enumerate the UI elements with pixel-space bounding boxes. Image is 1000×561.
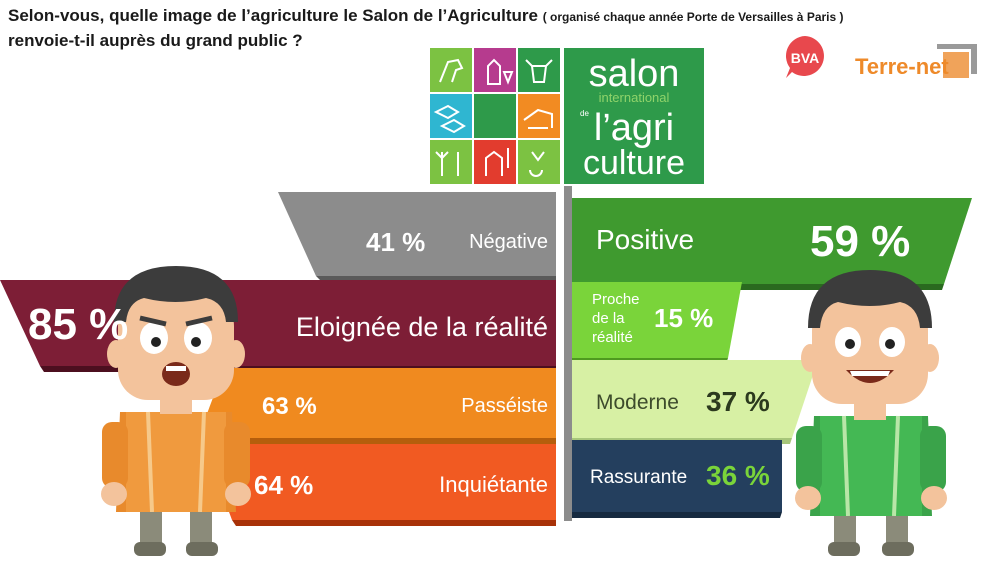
- value-positive: 59 %: [810, 217, 911, 266]
- bar-inquietante-shadow: [232, 520, 556, 526]
- bar-passeiste: [198, 368, 556, 438]
- label-inquietante: Inquiétante: [439, 472, 548, 497]
- bar-negative: [278, 192, 556, 276]
- logo-salon-text: salon: [589, 53, 680, 95]
- logo-international-text: international: [599, 90, 670, 105]
- terre-net-logo: Terre-net: [855, 44, 977, 79]
- title-main: Selon-vous, quelle image de l’agricultur…: [8, 6, 538, 25]
- salon-agriculture-logo: salon international de l’agri culture: [428, 48, 706, 186]
- label-proche: Proche de la réalité: [592, 290, 640, 347]
- label-eloignee: Eloignée de la réalité: [295, 312, 548, 342]
- value-moderne: 37 %: [706, 386, 770, 417]
- logo-culture-text: culture: [583, 144, 685, 182]
- bar-inquietante: [204, 444, 556, 520]
- bar-proche: [572, 282, 742, 358]
- logo-agri-text: l’agri: [594, 107, 674, 149]
- bar-moderne: [572, 360, 818, 438]
- label-proche-line2: de la: [592, 310, 625, 327]
- bar-rassurante-shadow: [572, 512, 782, 518]
- label-positive: Positive: [596, 224, 695, 255]
- label-moderne: Moderne: [596, 391, 679, 414]
- bar-positive: [572, 198, 972, 284]
- center-pole: [564, 186, 572, 521]
- label-proche-line3: réalité: [592, 329, 633, 346]
- logo-de-text: de: [580, 109, 589, 118]
- label-proche-line1: Proche: [592, 291, 640, 308]
- title-line2: renvoie-t-il auprès du grand public ?: [8, 31, 303, 50]
- label-rassurante: Rassurante: [590, 467, 688, 488]
- label-passeiste: Passéiste: [461, 395, 548, 417]
- value-negative: 41 %: [366, 227, 426, 257]
- value-rassurante: 36 %: [706, 460, 770, 491]
- value-proche: 15 %: [654, 303, 714, 333]
- bva-text: BVA: [791, 50, 820, 66]
- value-inquietante: 64 %: [254, 470, 314, 500]
- value-eloignee: 85 %: [28, 300, 129, 349]
- bar-rassurante: [572, 440, 782, 512]
- worried-farmer-illustration: [101, 266, 251, 556]
- title-note: ( organisé chaque année Porte de Versail…: [542, 10, 844, 24]
- terre-net-text: Terre-net: [855, 54, 949, 79]
- label-negative: Négative: [469, 231, 548, 253]
- bva-logo: BVA: [785, 36, 824, 78]
- happy-farmer-illustration: [795, 270, 947, 556]
- chart-title: Selon-vous, quelle image de l’agricultur…: [8, 4, 938, 52]
- value-passeiste: 63 %: [262, 393, 317, 420]
